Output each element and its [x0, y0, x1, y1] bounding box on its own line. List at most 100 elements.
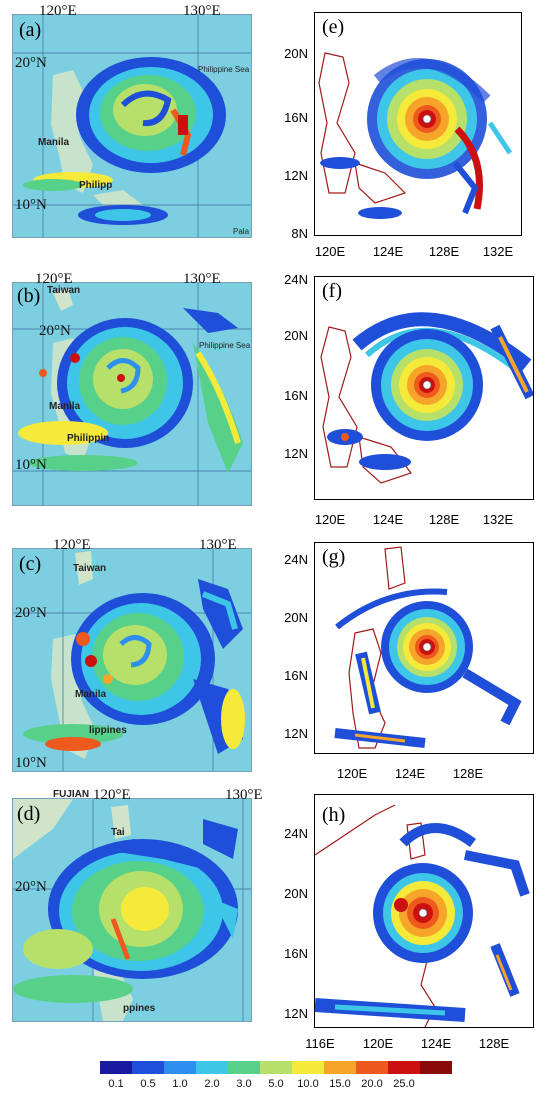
lat-label: 20°N: [15, 605, 47, 621]
colorbar-swatch: [292, 1061, 324, 1074]
colorbar-swatch: [356, 1061, 388, 1074]
panel-label: (c): [19, 553, 42, 575]
x-tick-label: 124E: [372, 512, 404, 527]
lon-label: 120°E: [53, 537, 91, 553]
y-tick-label: 12N: [284, 168, 308, 183]
y-tick-label: 20N: [284, 328, 308, 343]
colorbar-level-label: [420, 1078, 452, 1090]
model-panel-g: (g) 24N 20N 16N 12N 120E 124E 128E: [270, 536, 550, 786]
satellite-panel-d: (d) 120°E 130°E 20°N FUJIAN Tai ppines: [12, 787, 263, 1022]
x-tick-label: 116E: [305, 1036, 335, 1051]
colorbar-level-label: 1.0: [172, 1078, 188, 1090]
panel-label: (h): [322, 804, 346, 826]
y-tick-label: 16N: [284, 668, 308, 683]
lat-label: 10°N: [15, 197, 47, 213]
place-name: Philippin: [67, 433, 110, 444]
colorbar-labels: 0.1 0.5 1.0 2.0 3.0 5.0 10.0 15.0 20.0 25.0: [100, 1078, 452, 1090]
panel-label: (e): [322, 16, 345, 38]
y-tick-label: 12N: [284, 446, 308, 461]
y-tick-label: 24N: [284, 272, 308, 287]
lon-label: 130°E: [225, 787, 263, 803]
place-name: Taiwan: [73, 563, 107, 574]
x-tick-label: 128E: [452, 766, 484, 781]
x-tick-label: 128E: [478, 1036, 510, 1051]
satellite-panel-b: (b) 120°E 130°E 20°N 10°N Taiwan Philipp…: [12, 271, 252, 506]
x-tick-label: 120E: [314, 244, 346, 259]
place-name: Tai: [111, 827, 125, 838]
model-panel-e: (e) 20N 16N 12N 8N 120E 124E 128E 132E: [270, 0, 550, 264]
x-tick-label: 120E: [362, 1036, 394, 1051]
x-tick-label: 124E: [372, 244, 404, 259]
y-tick-label: 20N: [284, 610, 308, 625]
place-name: Taiwan: [47, 285, 81, 296]
panel-label: (a): [19, 19, 42, 41]
colorbar-swatch: [164, 1061, 196, 1074]
satellite-image-d: [13, 799, 251, 1021]
place-name: FUJIAN: [53, 789, 90, 800]
colorbar-swatch: [420, 1061, 452, 1074]
place-name: Philippine Sea: [198, 65, 250, 74]
colorbar: 0.1 0.5 1.0 2.0 3.0 5.0 10.0 15.0 20.0 25.0: [100, 1061, 452, 1095]
place-name: Manila: [75, 689, 107, 700]
lon-label: 130°E: [183, 3, 221, 19]
colorbar-level-label: 5.0: [268, 1078, 284, 1090]
lon-label: 130°E: [199, 537, 237, 553]
y-tick-label: 8N: [291, 226, 308, 241]
colorbar-swatch: [100, 1061, 132, 1074]
plot-frame: [314, 12, 522, 236]
colorbar-swatch: [388, 1061, 420, 1074]
x-tick-label: 124E: [394, 766, 426, 781]
colorbar-level-label: 15.0: [329, 1078, 351, 1090]
y-tick-label: 16N: [284, 388, 308, 403]
colorbar-swatch: [324, 1061, 356, 1074]
colorbar-level-label: 3.0: [236, 1078, 252, 1090]
plot-frame: [314, 542, 534, 754]
y-tick-label: 16N: [284, 110, 308, 125]
x-tick-label: 128E: [428, 244, 460, 259]
model-field-g: [334, 546, 522, 749]
lat-label: 10°N: [15, 457, 47, 473]
colorbar-swatch: [196, 1061, 228, 1074]
x-tick-label: 132E: [482, 512, 514, 527]
place-name: Manila: [49, 401, 81, 412]
x-tick-label: 128E: [428, 512, 460, 527]
lon-label: 130°E: [183, 271, 221, 287]
satellite-image-b: [13, 283, 251, 505]
lat-label: 20°N: [15, 55, 47, 71]
satellite-panel-c: (c) 120°E 130°E 20°N 10°N Taiwan Manila …: [12, 537, 252, 772]
satellite-image-a: [13, 15, 251, 237]
y-tick-label: 20N: [284, 46, 308, 61]
colorbar-level-label: 20.0: [361, 1078, 383, 1090]
colorbar-level-label: 10.0: [297, 1078, 319, 1090]
figure-panels: (a) 120°E 130°E 20°N 10°N Philippine Sea…: [12, 0, 550, 1051]
place-name: Pala: [233, 227, 250, 236]
lon-label: 120°E: [93, 787, 131, 803]
lon-label: 120°E: [35, 271, 73, 287]
satellite-image-c: [13, 549, 251, 771]
satellite-panel-a: (a) 120°E 130°E 20°N 10°N Philippine Sea…: [12, 3, 252, 238]
colorbar-swatch: [132, 1061, 164, 1074]
plot-frame: [314, 276, 534, 500]
plot-frame: [314, 794, 534, 1028]
place-name: Philippine Sea: [199, 341, 251, 350]
colorbar-level-label: 0.1: [108, 1078, 124, 1090]
lat-label: 10°N: [15, 755, 47, 771]
y-tick-label: 20N: [284, 886, 308, 901]
place-name: Philipp: [79, 180, 113, 191]
place-name: ppines: [123, 1003, 156, 1014]
y-tick-label: 16N: [284, 946, 308, 961]
model-field-e: [318, 52, 513, 219]
y-tick-label: 12N: [284, 1006, 308, 1021]
colorbar-swatch: [260, 1061, 292, 1074]
x-tick-label: 132E: [482, 244, 514, 259]
lat-label: 20°N: [15, 879, 47, 895]
x-tick-label: 120E: [336, 766, 368, 781]
x-tick-label: 120E: [314, 512, 346, 527]
panel-label: (d): [17, 803, 41, 825]
colorbar-level-label: 2.0: [204, 1078, 220, 1090]
place-name: Manila: [38, 137, 70, 148]
x-tick-label: 124E: [420, 1036, 452, 1051]
y-tick-label: 24N: [284, 552, 308, 567]
panel-label: (g): [322, 546, 346, 568]
model-panel-f: (f) 24N 20N 16N 12N 120E 124E 128E 132E: [270, 270, 550, 532]
